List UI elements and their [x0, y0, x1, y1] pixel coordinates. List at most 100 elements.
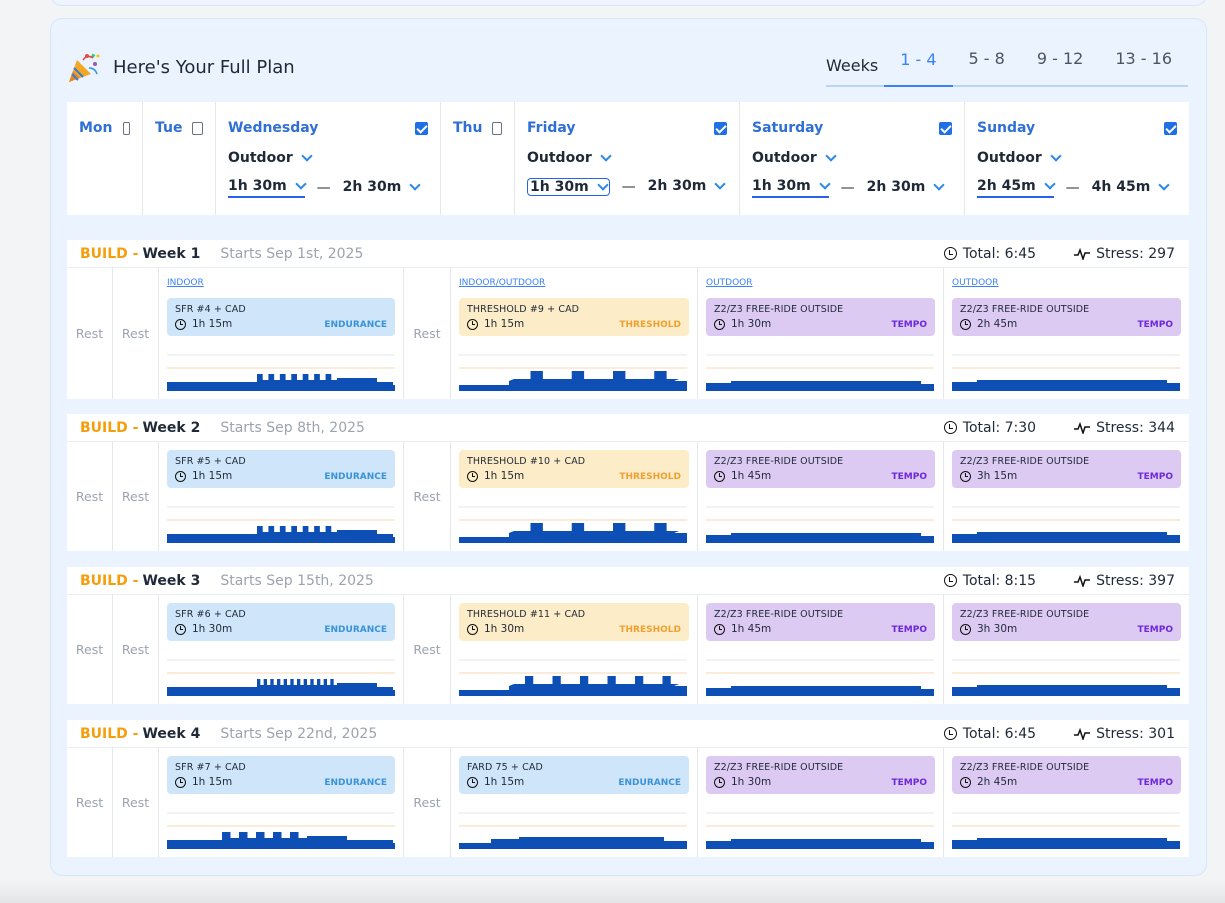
workout-sun: Z2/Z3 FREE-RIDE OUTSIDE 3h 15m TEMPO [944, 442, 1189, 551]
max-duration-select[interactable]: 4h 45m [1092, 179, 1170, 197]
workout-card[interactable]: Z2/Z3 FREE-RIDE OUTSIDE 1h 30m TEMPO [706, 756, 935, 794]
min-duration-select[interactable]: 1h 30m [527, 178, 610, 196]
day-label: Saturday [752, 120, 824, 136]
workout-card[interactable]: SFR #4 + CAD 1h 15m ENDURANCE [167, 298, 395, 336]
workout-card[interactable]: Z2/Z3 FREE-RIDE OUTSIDE 3h 30m TEMPO [952, 603, 1181, 641]
workout-duration: 3h 15m [977, 470, 1018, 482]
power-profile-chart [952, 354, 1180, 391]
workout-duration: 1h 30m [731, 318, 772, 330]
workout-card[interactable]: Z2/Z3 FREE-RIDE OUTSIDE 3h 15m TEMPO [952, 450, 1181, 488]
workout-zone-tag: ENDURANCE [324, 472, 387, 482]
workout-card[interactable]: Z2/Z3 FREE-RIDE OUTSIDE 2h 45m TEMPO [952, 298, 1181, 336]
week-days: Rest Rest SFR #5 + CAD 1h 15m ENDURANCE … [67, 442, 1189, 551]
day-checkbox[interactable] [1164, 121, 1177, 135]
ride-type-select[interactable]: Outdoor [752, 150, 952, 166]
week-header: BUILD - Week 2 Starts Sep 8th, 2025 Tota… [67, 414, 1189, 442]
workout-sun: Z2/Z3 FREE-RIDE OUTSIDE 2h 45m TEMPO [944, 748, 1189, 857]
clock-icon [943, 247, 957, 260]
clock-icon [175, 470, 186, 482]
rest-day-thu: Rest [404, 595, 451, 704]
workout-zone-tag: TEMPO [1137, 320, 1174, 330]
environment-link[interactable]: OUTDOOR [952, 278, 999, 288]
day-checkbox[interactable] [415, 121, 428, 135]
clock-icon [175, 776, 186, 788]
environment-link[interactable]: INDOOR [167, 278, 204, 288]
power-profile-chart [706, 354, 934, 391]
ride-type-select[interactable]: Outdoor [527, 150, 727, 166]
workout-wed: INDOOR SFR #4 + CAD 1h 15m ENDURANCE [159, 268, 404, 399]
tab-weeks-5-8[interactable]: 5 - 8 [968, 48, 1005, 68]
workout-card[interactable]: Z2/Z3 FREE-RIDE OUTSIDE 1h 30m TEMPO [706, 298, 935, 336]
week-header: BUILD - Week 3 Starts Sep 15th, 2025 Tot… [67, 567, 1189, 595]
workout-duration: 1h 15m [192, 776, 233, 788]
workout-duration: 1h 15m [484, 470, 525, 482]
workout-card[interactable]: SFR #7 + CAD 1h 15m ENDURANCE [167, 756, 395, 794]
clock-icon [960, 318, 971, 330]
min-duration-select[interactable]: 2h 45m [977, 178, 1056, 198]
rest-day-tue: Rest [113, 748, 159, 857]
ride-type-select[interactable]: Outdoor [228, 150, 428, 166]
day-label: Friday [527, 120, 576, 136]
workout-name: SFR #7 + CAD [175, 762, 246, 773]
clock-icon [943, 421, 957, 434]
week-stress: Stress: 301 [1096, 725, 1175, 742]
max-duration-select[interactable]: 2h 30m [648, 178, 726, 196]
chevron-down-icon [714, 178, 726, 190]
ride-type-select[interactable]: Outdoor [977, 150, 1177, 166]
workout-card[interactable]: FARD 75 + CAD 1h 15m ENDURANCE [459, 756, 689, 794]
workout-sat: Z2/Z3 FREE-RIDE OUTSIDE 1h 45m TEMPO [698, 442, 944, 551]
day-thu: Thu [441, 102, 515, 215]
workout-sun: OUTDOOR Z2/Z3 FREE-RIDE OUTSIDE 2h 45m T… [944, 268, 1189, 399]
rest-day-mon: Rest [67, 595, 113, 704]
workout-duration: 2h 45m [977, 318, 1018, 330]
tab-weeks-13-16[interactable]: 13 - 16 [1115, 48, 1172, 68]
tab-weeks-1-4[interactable]: 1 - 4 [884, 45, 953, 87]
workout-zone-tag: ENDURANCE [324, 320, 387, 330]
day-checkbox[interactable] [122, 121, 130, 135]
workout-card[interactable]: Z2/Z3 FREE-RIDE OUTSIDE 2h 45m TEMPO [952, 756, 1181, 794]
workout-card[interactable]: Z2/Z3 FREE-RIDE OUTSIDE 1h 45m TEMPO [706, 450, 935, 488]
week-days: Rest Rest SFR #7 + CAD 1h 15m ENDURANCE … [67, 748, 1189, 857]
workout-duration: 1h 30m [484, 623, 525, 635]
week-start-date: Starts Sep 22nd, 2025 [220, 725, 378, 742]
workout-card[interactable]: SFR #6 + CAD 1h 30m ENDURANCE [167, 603, 395, 641]
workout-card[interactable]: Z2/Z3 FREE-RIDE OUTSIDE 1h 45m TEMPO [706, 603, 935, 641]
power-profile-chart [952, 506, 1180, 543]
phase-label: BUILD - [80, 572, 139, 589]
workout-duration: 1h 30m [731, 776, 772, 788]
min-duration-select[interactable]: 1h 30m [228, 178, 307, 198]
day-checkbox[interactable] [492, 121, 502, 135]
day-checkbox[interactable] [192, 121, 203, 135]
clock-icon [467, 776, 478, 788]
power-profile-chart [167, 354, 395, 391]
workout-zone-tag: TEMPO [891, 625, 928, 635]
chevron-down-icon [596, 179, 609, 191]
week-number: Week 2 [142, 419, 201, 436]
tab-weeks-9-12[interactable]: 9 - 12 [1036, 48, 1084, 68]
environment-link[interactable]: OUTDOOR [706, 278, 753, 288]
workout-card[interactable]: THRESHOLD #9 + CAD 1h 15m THRESHOLD [459, 298, 689, 336]
workout-card[interactable]: SFR #5 + CAD 1h 15m ENDURANCE [167, 450, 395, 488]
workout-name: Z2/Z3 FREE-RIDE OUTSIDE [960, 609, 1090, 620]
max-duration-select[interactable]: 2h 30m [867, 179, 945, 197]
environment-link[interactable]: INDOOR/OUTDOOR [459, 278, 546, 288]
workout-zone-tag: ENDURANCE [324, 778, 387, 788]
day-checkbox[interactable] [714, 121, 727, 135]
min-duration-select[interactable]: 1h 30m [752, 178, 831, 198]
workout-card[interactable]: THRESHOLD #11 + CAD 1h 30m THRESHOLD [459, 603, 689, 641]
rest-day-mon: Rest [67, 442, 113, 551]
week-total: Total: 7:30 [962, 419, 1037, 436]
workout-zone-tag: THRESHOLD [619, 472, 681, 482]
day-label: Tue [155, 120, 183, 136]
week-number: Week 3 [142, 572, 201, 589]
range-separator: — [1065, 180, 1080, 196]
workout-name: SFR #6 + CAD [175, 609, 246, 620]
day-mon: Mon [67, 102, 143, 215]
workout-card[interactable]: THRESHOLD #10 + CAD 1h 15m THRESHOLD [459, 450, 689, 488]
day-checkbox[interactable] [939, 121, 952, 135]
max-duration-select[interactable]: 2h 30m [343, 179, 421, 197]
week-start-date: Starts Sep 8th, 2025 [220, 419, 365, 436]
week-block: BUILD - Week 2 Starts Sep 8th, 2025 Tota… [67, 414, 1189, 551]
plan-title: Here's Your Full Plan [113, 56, 295, 78]
chevron-down-icon [1043, 178, 1056, 190]
